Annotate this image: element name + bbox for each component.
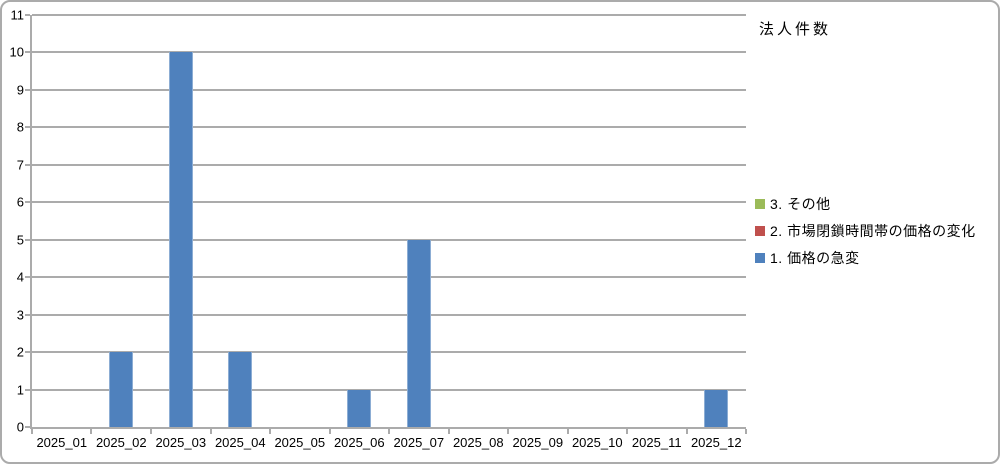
y-tick-mark	[25, 163, 30, 166]
gridline	[32, 126, 746, 129]
bar-2025_03	[168, 52, 193, 427]
x-tick-label: 2025_02	[95, 435, 147, 450]
y-tick-label: 6	[16, 194, 24, 210]
y-tick-mark	[25, 14, 30, 16]
x-tick-mark	[328, 429, 331, 434]
gridline	[32, 163, 746, 166]
y-tick-label: 8	[16, 119, 24, 135]
y-tick-mark	[25, 313, 30, 316]
y-tick-label: 3	[16, 307, 24, 323]
x-tick-mark	[745, 429, 747, 434]
y-tick-mark	[25, 276, 30, 279]
x-tick-label: 2025_10	[571, 435, 623, 450]
y-tick-mark	[25, 388, 30, 391]
bar-2025_07	[406, 239, 431, 427]
legend-label-market-close-price-change: 2. 市場閉鎖時間帯の価格の変化	[770, 223, 976, 239]
x-tick-mark	[31, 429, 33, 434]
legend: 3. その他 2. 市場閉鎖時間帯の価格の変化 1. 価格の急変	[755, 195, 976, 276]
x-tick-mark	[447, 429, 450, 434]
x-tick-label: 2025_11	[631, 435, 682, 450]
bar-2025_06	[347, 389, 372, 427]
gridline	[32, 313, 746, 316]
y-tick-label: 4	[16, 269, 24, 285]
gridline	[32, 351, 746, 354]
x-tick-mark	[90, 429, 93, 434]
gridline	[32, 201, 746, 204]
x-tick-label: 2025_07	[393, 435, 445, 450]
x-tick-label: 2025_08	[452, 435, 504, 450]
y-tick-label: 11	[10, 7, 25, 23]
bar-2025_12	[704, 389, 729, 427]
x-tick-mark	[268, 429, 271, 434]
gridline	[32, 14, 746, 16]
y-tick-label: 1	[16, 382, 24, 398]
x-tick-label: 2025_05	[274, 435, 326, 450]
x-tick-mark	[506, 429, 509, 434]
x-tick-label: 2025_03	[155, 435, 207, 450]
y-tick-label: 7	[16, 157, 24, 173]
chart-title: 法人件数	[759, 21, 832, 38]
gridline	[32, 88, 746, 91]
y-tick-mark	[25, 126, 30, 129]
plot-area	[25, 14, 747, 434]
y-tick-label: 0	[16, 419, 24, 435]
legend-swatch-green-icon	[755, 199, 765, 209]
x-tick-mark	[566, 429, 569, 434]
x-tick-mark	[685, 429, 688, 434]
legend-swatch-blue-icon	[755, 253, 765, 263]
legend-label-other: 3. その他	[770, 196, 831, 212]
x-tick-label: 2025_12	[690, 435, 742, 450]
y-tick-mark	[25, 238, 30, 241]
legend-swatch-red-icon	[755, 226, 765, 236]
x-tick-mark	[626, 429, 628, 434]
legend-label-sudden-price-change: 1. 価格の急変	[770, 250, 860, 266]
y-tick-mark	[25, 88, 30, 91]
legend-item-sudden-price-change: 1. 価格の急変	[755, 249, 976, 267]
y-tick-mark	[25, 351, 30, 354]
bar-2025_02	[109, 352, 134, 427]
x-tick-mark	[388, 429, 390, 434]
y-tick-label: 2	[16, 344, 24, 360]
y-axis: 0 1 2 3 4 5 6 7 8 9 10 11	[2, 9, 26, 434]
legend-item-other: 3. その他	[755, 195, 976, 213]
x-tick-mark	[209, 429, 212, 434]
y-tick-label: 5	[16, 232, 24, 248]
y-tick-label: 9	[16, 82, 24, 98]
x-tick-label: 2025_06	[333, 435, 385, 450]
gridline	[32, 238, 746, 241]
x-tick-label: 2025_09	[512, 435, 564, 450]
bar-2025_04	[228, 352, 253, 427]
y-tick-mark	[25, 201, 30, 204]
gridline	[32, 51, 746, 54]
y-tick-label: 10	[9, 44, 24, 60]
y-tick-mark	[25, 426, 30, 428]
gridline	[32, 276, 746, 279]
x-tick-label: 2025_01	[36, 435, 88, 450]
x-tick-mark	[149, 429, 152, 434]
x-tick-label: 2025_04	[214, 435, 266, 450]
x-axis: 2025_01 2025_02 2025_03 2025_04 2025_05 2025_…	[32, 436, 746, 452]
legend-item-market-close-price-change: 2. 市場閉鎖時間帯の価格の変化	[755, 222, 976, 240]
y-tick-mark	[25, 51, 30, 54]
gridline	[32, 388, 746, 391]
